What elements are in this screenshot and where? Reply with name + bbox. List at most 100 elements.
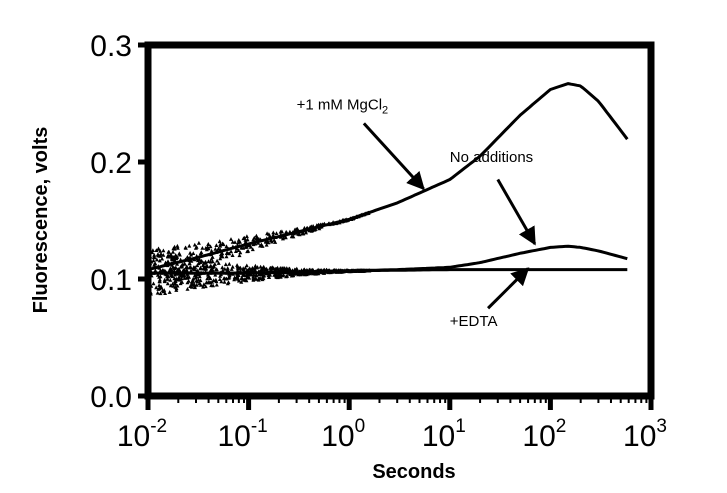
data-point-1-mm-mgcl2 bbox=[196, 240, 201, 245]
data-point-1-mm-mgcl2 bbox=[191, 251, 196, 255]
annotation-arrow-no-additions bbox=[496, 178, 537, 246]
data-point-edta bbox=[266, 275, 271, 279]
x-tick-label: 103 bbox=[623, 416, 667, 453]
data-point-no-additions bbox=[172, 268, 177, 273]
data-point-edta bbox=[158, 274, 163, 279]
data-point-no-additions bbox=[148, 254, 153, 259]
data-point-no-additions bbox=[192, 273, 197, 278]
data-point-no-additions bbox=[157, 283, 162, 288]
data-point-no-additions bbox=[175, 283, 180, 288]
data-point-edta bbox=[311, 271, 316, 276]
data-point-edta bbox=[179, 276, 184, 281]
data-point-1-mm-mgcl2 bbox=[296, 231, 301, 236]
data-point-edta bbox=[272, 267, 277, 272]
data-point-1-mm-mgcl2 bbox=[274, 231, 279, 235]
data-point-edta bbox=[289, 272, 294, 277]
data-point-1-mm-mgcl2 bbox=[153, 268, 158, 273]
x-tick-exponent: -1 bbox=[251, 416, 268, 437]
y-axis-title: Fluorescence, volts bbox=[30, 127, 52, 314]
data-point-edta bbox=[207, 279, 211, 284]
data-point-edta bbox=[175, 254, 180, 259]
y-tick-label: 0.1 bbox=[90, 264, 132, 297]
data-point-1-mm-mgcl2 bbox=[156, 247, 161, 251]
data-point-edta bbox=[281, 272, 286, 277]
data-point-1-mm-mgcl2 bbox=[175, 246, 180, 250]
annotation-text: +EDTA bbox=[450, 313, 498, 330]
data-point-1-mm-mgcl2 bbox=[239, 245, 244, 250]
data-point-edta bbox=[211, 278, 216, 283]
data-point-1-mm-mgcl2 bbox=[301, 231, 306, 236]
data-point-1-mm-mgcl2 bbox=[254, 233, 259, 238]
data-point-edta bbox=[155, 290, 160, 295]
data-point-1-mm-mgcl2 bbox=[245, 249, 250, 254]
data-point-edta bbox=[204, 280, 209, 285]
data-point-1-mm-mgcl2 bbox=[161, 248, 166, 253]
series-line-1-mm-mgcl2 bbox=[147, 82, 629, 272]
data-point-edta bbox=[150, 250, 155, 255]
data-point-1-mm-mgcl2 bbox=[213, 246, 218, 251]
data-point-1-mm-mgcl2 bbox=[168, 278, 173, 282]
annotation-text: +1 mM MgCl bbox=[297, 96, 382, 113]
data-point-no-additions bbox=[188, 284, 193, 288]
data-point-edta bbox=[203, 267, 208, 271]
data-point-edta bbox=[159, 251, 163, 256]
data-point-no-additions bbox=[217, 277, 222, 281]
data-point-edta bbox=[203, 284, 208, 289]
data-point-1-mm-mgcl2 bbox=[265, 231, 270, 236]
data-point-edta bbox=[262, 273, 267, 278]
data-point-no-additions bbox=[170, 281, 175, 286]
data-point-no-additions bbox=[151, 255, 156, 259]
data-point-edta bbox=[205, 276, 210, 281]
data-point-1-mm-mgcl2 bbox=[205, 245, 210, 249]
data-point-1-mm-mgcl2 bbox=[233, 249, 238, 253]
data-point-no-additions bbox=[165, 277, 170, 281]
data-point-edta bbox=[185, 274, 190, 279]
data-point-no-additions bbox=[173, 279, 177, 283]
data-point-1-mm-mgcl2 bbox=[170, 274, 175, 279]
data-point-edta bbox=[162, 279, 167, 283]
data-point-no-additions bbox=[222, 279, 227, 284]
data-point-1-mm-mgcl2 bbox=[172, 276, 177, 281]
data-point-edta bbox=[189, 279, 194, 284]
data-point-edta bbox=[199, 258, 204, 263]
data-point-edta bbox=[221, 276, 226, 281]
data-point-edta bbox=[173, 253, 178, 257]
data-point-edta bbox=[173, 282, 178, 286]
x-tick-exponent: 3 bbox=[656, 416, 667, 437]
data-point-edta bbox=[188, 265, 193, 270]
data-point-edta bbox=[149, 283, 154, 288]
data-point-1-mm-mgcl2 bbox=[271, 233, 276, 237]
data-point-edta bbox=[260, 277, 265, 282]
data-point-edta bbox=[301, 271, 305, 276]
data-point-edta bbox=[268, 266, 273, 270]
data-point-1-mm-mgcl2 bbox=[154, 248, 159, 252]
data-point-edta bbox=[212, 264, 216, 269]
data-point-no-additions bbox=[195, 268, 200, 273]
data-point-no-additions bbox=[242, 268, 247, 272]
data-point-no-additions bbox=[147, 282, 152, 286]
data-point-1-mm-mgcl2 bbox=[147, 287, 152, 292]
annotation-text: No additions bbox=[450, 149, 533, 166]
data-point-1-mm-mgcl2 bbox=[214, 243, 219, 247]
data-point-no-additions bbox=[223, 262, 228, 267]
data-point-1-mm-mgcl2 bbox=[154, 257, 159, 262]
data-point-1-mm-mgcl2 bbox=[188, 250, 193, 255]
data-point-1-mm-mgcl2 bbox=[209, 248, 214, 253]
data-point-edta bbox=[158, 268, 163, 272]
data-point-1-mm-mgcl2 bbox=[171, 250, 175, 254]
data-point-1-mm-mgcl2 bbox=[217, 239, 222, 244]
annotation-no-additions: No additions bbox=[450, 149, 533, 166]
data-point-edta bbox=[180, 273, 185, 277]
data-point-1-mm-mgcl2 bbox=[196, 261, 201, 266]
annotation-mgcl2: +1 mM MgCl2 bbox=[297, 96, 389, 116]
data-point-no-additions bbox=[182, 276, 187, 280]
data-point-edta bbox=[184, 268, 189, 272]
data-point-no-additions bbox=[158, 291, 163, 296]
data-point-edta bbox=[250, 265, 255, 270]
data-point-no-additions bbox=[232, 277, 237, 282]
data-point-edta bbox=[163, 291, 168, 295]
data-point-1-mm-mgcl2 bbox=[230, 253, 235, 257]
data-point-edta bbox=[153, 261, 158, 265]
data-point-1-mm-mgcl2 bbox=[218, 243, 223, 248]
x-tick-label: 10-1 bbox=[217, 416, 267, 453]
